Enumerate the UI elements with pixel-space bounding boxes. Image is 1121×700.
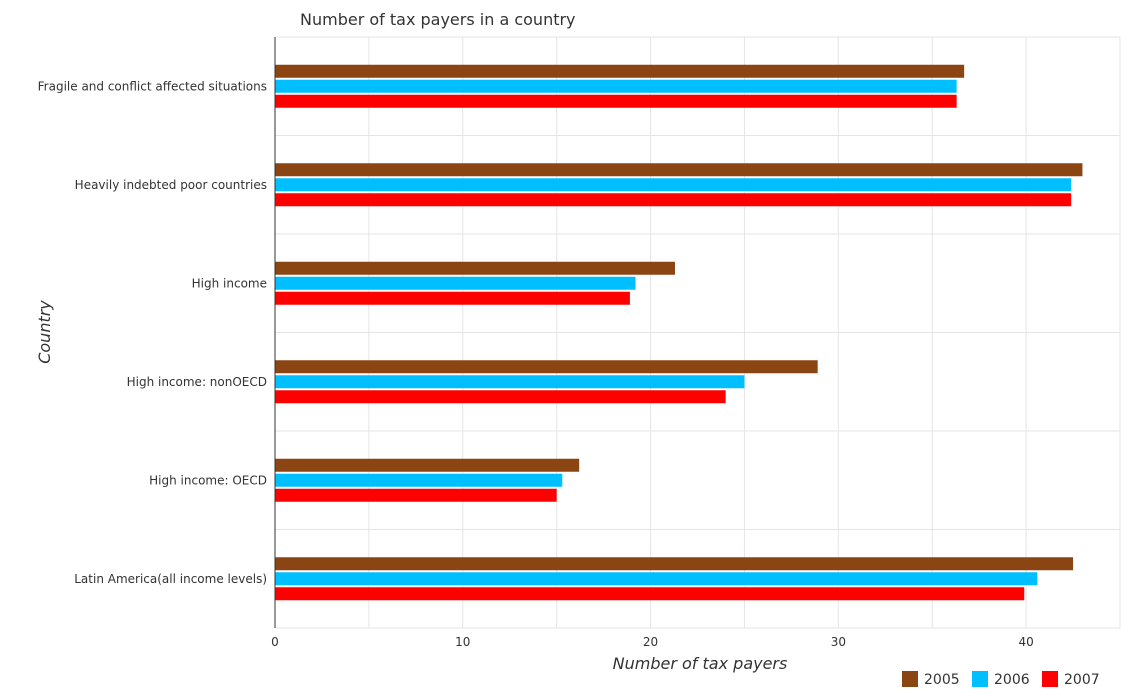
bar-2007-1 <box>275 193 1072 207</box>
bar-2005-1 <box>275 163 1083 177</box>
y-tick-label: High income <box>192 276 267 290</box>
bar-2007-0 <box>275 94 957 108</box>
bar-2005-4 <box>275 458 580 472</box>
legend-label-2005: 2005 <box>924 672 960 688</box>
bar-2007-5 <box>275 587 1025 601</box>
bar-2006-4 <box>275 473 563 487</box>
y-tick-label: High income: OECD <box>149 473 267 487</box>
bar-2005-5 <box>275 557 1074 571</box>
bar-2006-2 <box>275 276 636 290</box>
y-tick-label: Fragile and conflict affected situations <box>38 79 267 93</box>
x-tick-label: 40 <box>1018 635 1033 649</box>
x-tick-label: 10 <box>455 635 470 649</box>
y-tick-labels: Fragile and conflict affected situations… <box>38 79 267 586</box>
x-tick-label: 0 <box>271 635 279 649</box>
y-tick-label: Heavily indebted poor countries <box>75 178 267 192</box>
bar-2007-4 <box>275 488 557 502</box>
x-tick-label: 30 <box>831 635 846 649</box>
legend-label-2007: 2007 <box>1064 672 1100 688</box>
legend-swatch-2007 <box>1042 671 1058 687</box>
bar-2007-3 <box>275 390 726 404</box>
bar-2006-0 <box>275 79 957 93</box>
legend-swatch-2005 <box>902 671 918 687</box>
x-tick-labels: 0 10 20 30 40 <box>271 635 1034 649</box>
bar-2006-3 <box>275 375 745 389</box>
bar-2006-1 <box>275 178 1072 192</box>
bars <box>275 64 1083 601</box>
legend: 2005 2006 2007 <box>902 671 1100 688</box>
bar-2005-0 <box>275 64 965 78</box>
bar-2005-3 <box>275 360 818 374</box>
chart-title: Number of tax payers in a country <box>300 10 576 29</box>
bar-2006-5 <box>275 572 1038 586</box>
y-axis-label: Country <box>35 300 54 364</box>
legend-swatch-2006 <box>972 671 988 687</box>
grid <box>274 36 1121 629</box>
y-tick-label: High income: nonOECD <box>127 375 267 389</box>
bar-2005-2 <box>275 261 675 275</box>
x-tick-label: 20 <box>643 635 658 649</box>
x-axis-label: Number of tax payers <box>613 654 788 673</box>
y-tick-label: Latin America(all income levels) <box>74 572 267 586</box>
bar-2007-2 <box>275 291 630 305</box>
legend-label-2006: 2006 <box>994 672 1030 688</box>
